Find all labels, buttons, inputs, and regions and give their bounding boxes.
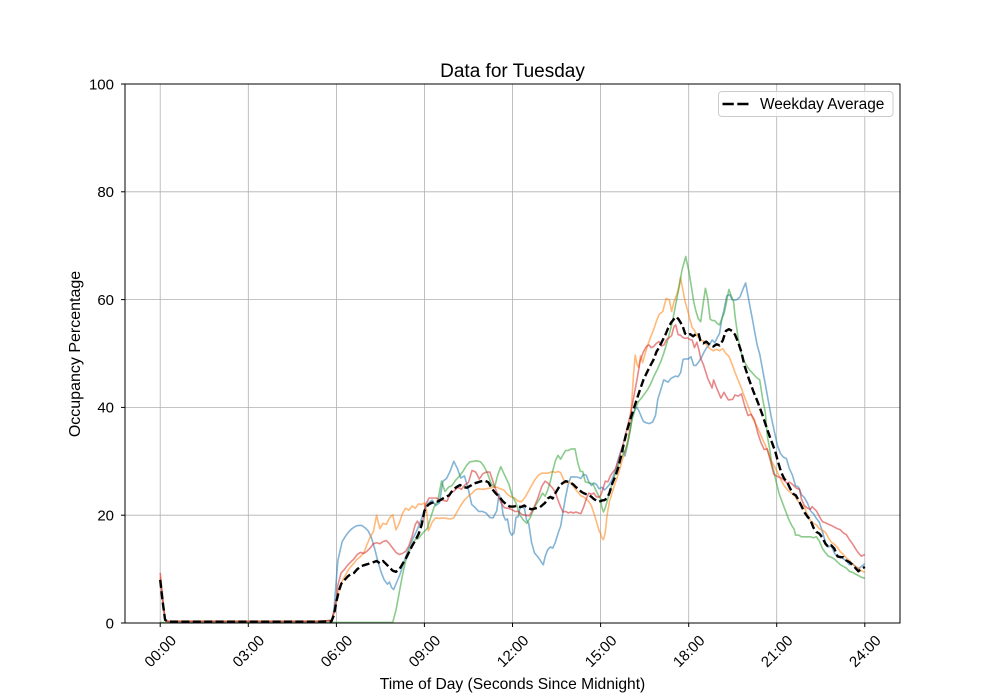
svg-text:Occupancy Percentage: Occupancy Percentage (67, 271, 84, 437)
svg-text:Time of Day (Seconds Since Mid: Time of Day (Seconds Since Midnight) (380, 676, 646, 693)
svg-text:40: 40 (97, 400, 114, 417)
svg-text:20: 20 (97, 508, 114, 525)
svg-text:Weekday Average: Weekday Average (760, 96, 884, 113)
svg-text:100: 100 (89, 76, 114, 93)
svg-text:0: 0 (106, 615, 114, 632)
svg-text:Data for Tuesday: Data for Tuesday (440, 61, 585, 82)
svg-text:60: 60 (97, 292, 114, 309)
svg-text:80: 80 (97, 184, 114, 201)
